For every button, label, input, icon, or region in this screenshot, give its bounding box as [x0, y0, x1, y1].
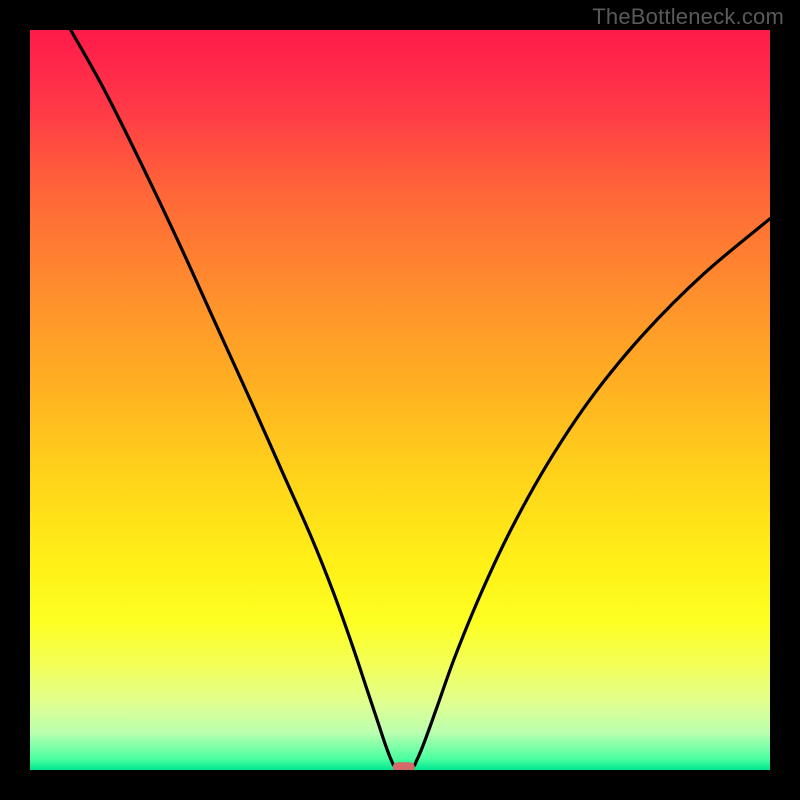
gradient-background: [30, 30, 770, 770]
chart-stage: TheBottleneck.com: [0, 0, 800, 800]
watermark-text: TheBottleneck.com: [592, 4, 784, 30]
bottleneck-chart: [0, 0, 800, 800]
